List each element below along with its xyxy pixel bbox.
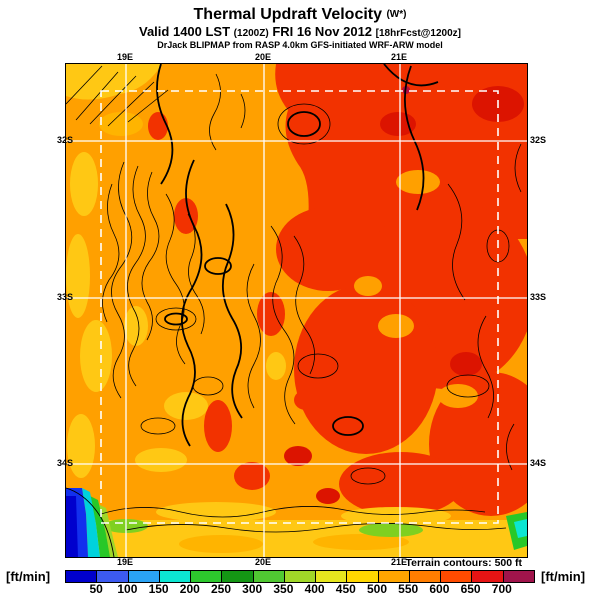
- colorbar-tick-label: 150: [148, 582, 169, 596]
- lat-label-right-34s: 34S: [529, 458, 547, 468]
- terrain-contours-bold: [156, 64, 439, 447]
- page-title: Thermal Updraft Velocity (W*): [0, 6, 600, 24]
- inner-domain-box: [100, 90, 499, 524]
- colorbar-segment: [441, 571, 473, 582]
- colorbar-segments: [65, 570, 535, 583]
- map-gold-patches: [99, 112, 409, 553]
- terrain-contours-note: Terrain contours: 500 ft: [405, 557, 523, 569]
- colorbar-segment: [347, 571, 379, 582]
- colorbar-tick-label: 650: [460, 582, 481, 596]
- map-yellow-patches: [66, 64, 527, 557]
- lat-label-right-32s: 32S: [529, 135, 547, 145]
- lon-label-top-20e: 20E: [254, 52, 272, 62]
- colorbar-segment: [159, 571, 192, 582]
- valid-time-line: Valid 1400 LST (1200Z) FRI 16 Nov 2012 […: [0, 24, 600, 39]
- colorbar-segment: [316, 571, 348, 582]
- lon-label-bottom-19e: 19E: [116, 557, 134, 567]
- lon-label-bottom-21e: 21E: [390, 557, 408, 567]
- title-unit: (W*): [386, 9, 407, 20]
- lon-label-bottom-20e: 20E: [254, 557, 272, 567]
- colorbar-segment: [222, 571, 254, 582]
- colorbar-tick-label: 700: [491, 582, 512, 596]
- colorbar-unit-right: [ft/min]: [541, 569, 586, 584]
- colorbar-tick-label: 50: [89, 582, 103, 596]
- colorbar-tick-label: 200: [179, 582, 200, 596]
- colorbar-segment: [128, 571, 160, 582]
- map-plot: [65, 63, 528, 558]
- colorbar-tick-label: 450: [335, 582, 356, 596]
- colorbar-tick-label: 250: [210, 582, 232, 596]
- lon-label-top-19e: 19E: [116, 52, 134, 62]
- lat-label-left-32s: 32S: [56, 135, 74, 145]
- colorbar-segment: [66, 571, 98, 582]
- colorbar-segment: [253, 571, 285, 582]
- colorbar-segment: [97, 571, 129, 582]
- colorbar-tick-label: 500: [366, 582, 388, 596]
- lat-label-right-33s: 33S: [529, 292, 547, 302]
- colorbar-tick-label: 350: [273, 582, 294, 596]
- model-attribution: DrJack BLIPMAP from RASP 4.0km GFS-initi…: [157, 40, 443, 50]
- terrain-contours: [66, 65, 522, 533]
- lat-label-left-33s: 33S: [56, 292, 74, 302]
- valid-prefix: Valid 1400 LST: [139, 24, 231, 39]
- colorbar-tick-label: 600: [429, 582, 450, 596]
- colorbar-segment: [503, 571, 534, 582]
- colorbar-segment: [378, 571, 410, 582]
- map-ocean: [66, 487, 118, 557]
- title-text: Thermal Updraft Velocity: [193, 6, 383, 23]
- colorbar-segment: [472, 571, 504, 582]
- forecast-lead: [18hrFcst@1200z]: [375, 28, 461, 39]
- colorbar-tick-label: 300: [242, 582, 263, 596]
- lat-label-left-34s: 34S: [56, 458, 74, 468]
- map-canvas: [66, 64, 527, 557]
- colorbar-segment: [191, 571, 223, 582]
- lon-label-top-21e: 21E: [390, 52, 408, 62]
- colorbar-tick-label: 550: [398, 582, 419, 596]
- colorbar-segment: [409, 571, 442, 582]
- valid-date: FRI 16 Nov 2012: [272, 24, 373, 39]
- colorbar-segment: [284, 571, 317, 582]
- graticule-lines: [66, 64, 527, 557]
- colorbar-tick-label: 400: [304, 582, 325, 596]
- colorbar-tick-label: 100: [117, 582, 138, 596]
- valid-zulu: (1200Z): [233, 28, 269, 39]
- colorbar-unit-left: [ft/min]: [6, 569, 51, 584]
